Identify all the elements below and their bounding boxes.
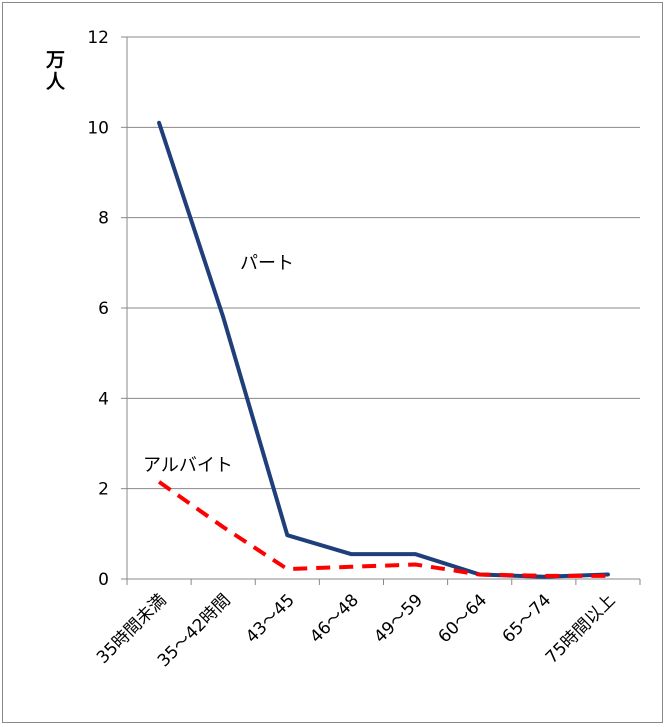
series-label-part: パート: [240, 253, 294, 274]
series-lines: [157, 120, 610, 579]
y-tick-label: 2: [98, 480, 109, 500]
series-label-arubaito: アルバイト: [143, 455, 233, 476]
x-tick-label: 75時間以上: [542, 590, 620, 668]
x-tick-label: 46～48: [306, 590, 363, 647]
series-line-0: [157, 120, 610, 579]
series-line-1: [157, 480, 608, 578]
y-tick-label: 0: [98, 570, 109, 590]
y-tick-label: 6: [98, 299, 109, 319]
y-tick-label: 8: [98, 209, 109, 229]
y-tick-label: 12: [87, 28, 109, 48]
gridlines: [121, 36, 641, 585]
x-tick-label: 65～74: [499, 590, 556, 647]
x-tick-label: 43～45: [242, 590, 299, 647]
y-tick-label: 4: [98, 389, 109, 409]
axes: [126, 37, 640, 580]
y-tick-label: 10: [87, 118, 109, 138]
x-tick-label: 49～59: [370, 590, 427, 647]
y-axis-unit-label: 万人: [45, 49, 66, 93]
y-tick-labels: 0 2 4 6 8 10 12: [87, 28, 109, 590]
x-tick-label: 60～64: [434, 590, 491, 647]
